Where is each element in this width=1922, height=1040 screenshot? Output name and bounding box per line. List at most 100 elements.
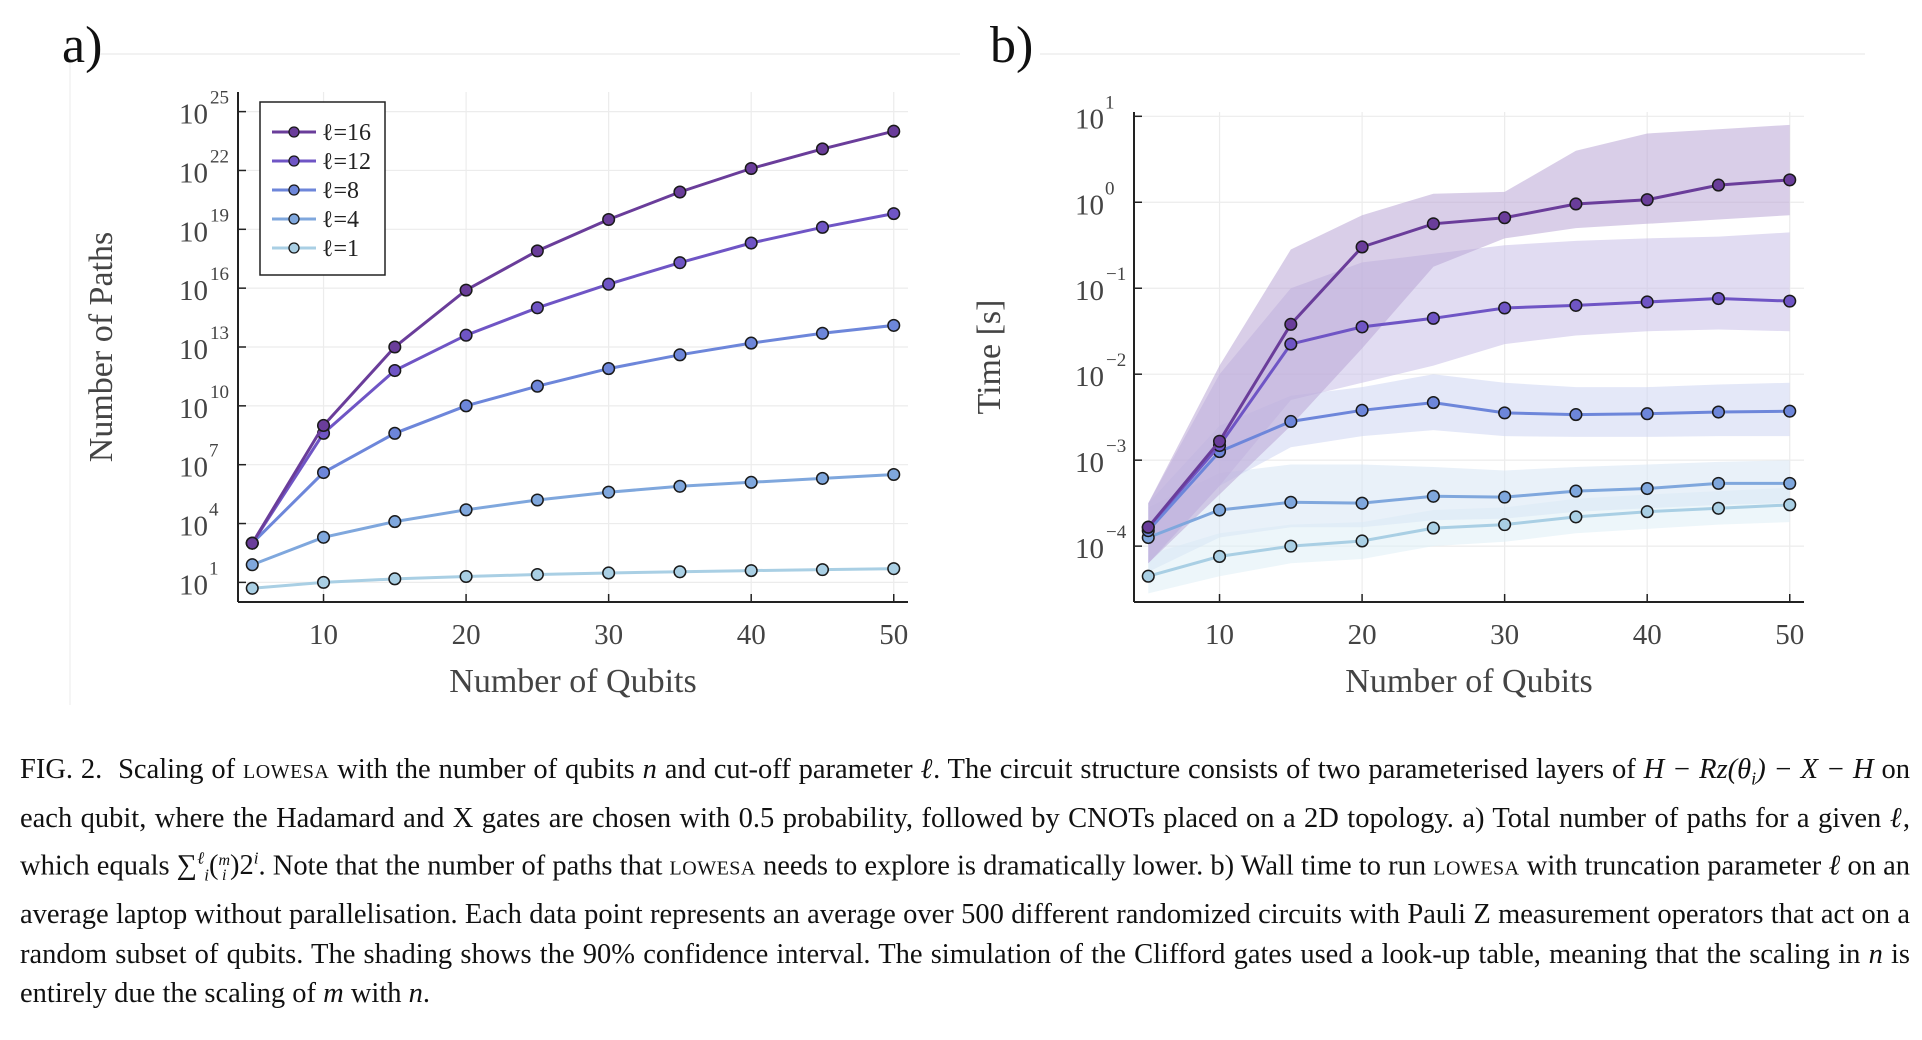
data-point <box>744 564 758 578</box>
data-point <box>316 575 331 589</box>
data-point <box>459 503 473 517</box>
series-line-0 <box>1147 178 1790 529</box>
data-point <box>388 572 402 586</box>
data-point <box>459 328 473 342</box>
y-tick-exponent: 13 <box>210 323 229 344</box>
y-tick-exponent: 16 <box>210 264 229 285</box>
y-tick-base: 10 <box>179 157 208 189</box>
data-point <box>1783 173 1797 187</box>
x-tick-label: 30 <box>1490 619 1519 651</box>
data-point <box>744 475 758 489</box>
y-tick-label: 10−3 <box>1075 436 1126 479</box>
data-point <box>1284 337 1298 351</box>
y-tick-exponent: 0 <box>1105 178 1115 199</box>
y-tick-exponent: 7 <box>209 441 219 462</box>
y-tick-exponent: −3 <box>1106 436 1126 457</box>
chart-a-legend: ℓ=16 ℓ=12 ℓ=8 ℓ=4 ℓ=1 <box>259 101 386 276</box>
legend-marker <box>288 242 300 254</box>
caption-math: ℓ <box>1828 850 1841 882</box>
y-tick-exponent: 4 <box>209 500 219 521</box>
series-line-4 <box>252 567 894 590</box>
chart-b-bands <box>1148 124 1790 594</box>
y-tick-base: 10 <box>1075 533 1104 565</box>
confidence-band-2 <box>1148 374 1790 564</box>
series-line-2 <box>1147 401 1790 532</box>
data-point <box>1212 549 1227 563</box>
data-point <box>815 471 830 485</box>
data-point <box>673 479 687 493</box>
y-tick-base: 10 <box>179 99 208 131</box>
y-tick-exponent: −2 <box>1106 350 1126 371</box>
caption-lowesa: lowesa <box>243 754 330 785</box>
y-tick-label: 100 <box>1075 178 1115 221</box>
data-point <box>744 161 758 176</box>
y-tick-base: 10 <box>1075 103 1104 135</box>
data-point <box>1783 476 1797 490</box>
y-tick-label: 10−1 <box>1075 264 1126 307</box>
y-tick-base: 10 <box>179 511 208 543</box>
x-tick-label: 50 <box>879 619 908 651</box>
y-tick-base: 10 <box>179 334 208 366</box>
data-point <box>1711 405 1726 419</box>
caption-math: ℓ <box>920 754 934 785</box>
data-point <box>1569 510 1583 524</box>
legend-label: ℓ=4 <box>322 207 359 233</box>
y-tick-base: 10 <box>179 275 208 307</box>
data-point <box>1355 320 1369 334</box>
series-line-0 <box>251 129 895 544</box>
data-point <box>388 363 402 378</box>
data-point <box>1284 414 1298 429</box>
data-point <box>1426 217 1440 231</box>
x-tick-label: 10 <box>1205 619 1234 651</box>
caption-math: m <box>323 978 344 1010</box>
data-point <box>1426 521 1440 535</box>
data-point <box>388 426 402 440</box>
caption-text: . Note that the number of paths that <box>258 850 663 882</box>
y-tick-exponent: 19 <box>210 205 229 226</box>
data-point <box>1640 193 1654 207</box>
x-tick-label: 20 <box>1348 619 1377 651</box>
x-tick-label: 40 <box>1633 619 1662 651</box>
data-point <box>744 336 758 350</box>
chart-paths: 10 20 30 40 50101104107101010131016101910221… <box>83 88 908 700</box>
data-point <box>1355 534 1369 548</box>
data-point <box>1284 495 1298 509</box>
data-point <box>1426 489 1440 503</box>
data-point <box>887 207 901 221</box>
data-point <box>815 326 830 340</box>
data-point <box>602 277 616 291</box>
x-tick-label: 20 <box>452 619 481 651</box>
series-line-4 <box>1147 503 1790 578</box>
data-point <box>1569 298 1583 312</box>
data-point <box>530 379 544 393</box>
data-point <box>602 566 616 580</box>
data-point <box>316 465 331 480</box>
caption-text: Scaling of <box>118 754 236 785</box>
data-point <box>1498 490 1512 504</box>
data-point <box>245 536 259 550</box>
data-point <box>530 301 544 315</box>
legend-label: ℓ=16 <box>322 120 371 146</box>
caption-math: n <box>408 978 423 1010</box>
data-point <box>1355 496 1369 510</box>
data-point <box>1498 406 1512 420</box>
caption-lowesa: lowesa <box>1433 850 1520 882</box>
caption-math: n <box>642 754 657 785</box>
y-tick-base: 10 <box>1075 189 1104 221</box>
data-point <box>887 562 901 576</box>
x-tick-label: 10 <box>309 619 338 651</box>
data-point <box>673 348 687 362</box>
data-point <box>744 236 758 250</box>
data-point <box>1711 178 1726 192</box>
data-point <box>1783 294 1797 308</box>
y-tick-exponent: −1 <box>1106 264 1126 285</box>
data-point <box>1711 476 1726 490</box>
data-point <box>815 142 830 156</box>
legend-label: ℓ=8 <box>322 178 359 204</box>
y-tick-exponent: 22 <box>210 146 229 167</box>
data-point <box>1783 498 1797 512</box>
data-point <box>459 569 473 584</box>
